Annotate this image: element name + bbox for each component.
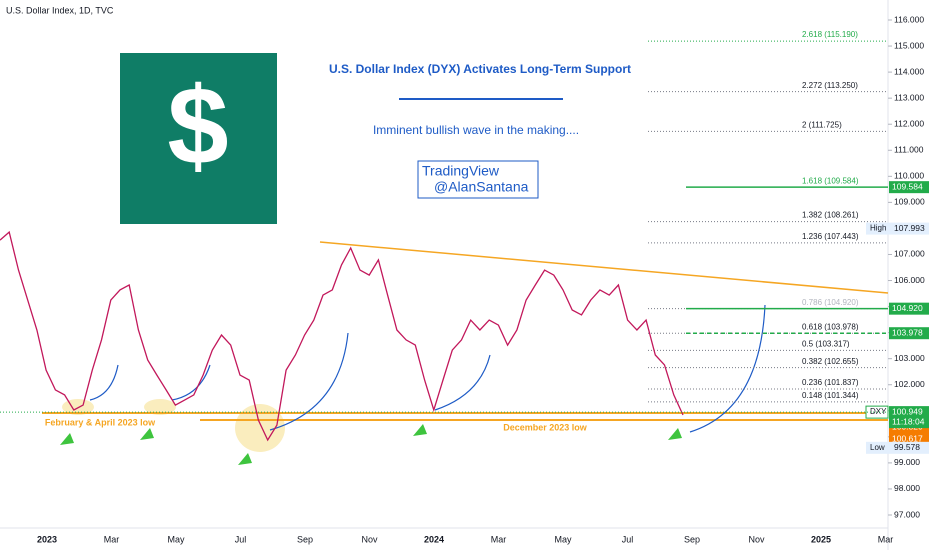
fib-label: 1.236 (107.443) bbox=[802, 232, 859, 241]
y-tick-label: 106.000 bbox=[894, 275, 925, 285]
y-tick-label: 116.000 bbox=[894, 14, 924, 24]
fib-label: 1.382 (108.261) bbox=[802, 211, 859, 220]
handle: @AlanSantana bbox=[434, 179, 529, 195]
x-tick-label: Sep bbox=[297, 534, 313, 544]
fib-label: 2.618 (115.190) bbox=[802, 30, 858, 39]
low-name: Low bbox=[870, 443, 885, 452]
high-name: High bbox=[870, 224, 886, 233]
subline: Imminent bullish wave in the making.... bbox=[373, 123, 579, 137]
fib-label: 0.618 (103.978) bbox=[802, 322, 859, 331]
x-tick-label: 2025 bbox=[811, 534, 831, 544]
x-tick-label: 2023 bbox=[37, 534, 57, 544]
arrows bbox=[89, 304, 766, 433]
fib-label: 1.618 (109.584) bbox=[802, 176, 859, 185]
price-badge-label: 104.920 bbox=[892, 303, 923, 313]
fib-label: 0.382 (102.655) bbox=[802, 357, 859, 366]
dollar-sign: $ bbox=[167, 65, 228, 188]
markers bbox=[60, 424, 682, 465]
y-tick-label: 112.000 bbox=[894, 118, 924, 128]
y-tick-label: 98.000 bbox=[894, 483, 920, 493]
price-badge bbox=[889, 181, 929, 194]
high-label: 107.993 bbox=[894, 223, 925, 233]
x-tick-label: Jul bbox=[622, 534, 634, 544]
y-tick-label: 110.000 bbox=[894, 171, 924, 181]
price-badge-label: 103.978 bbox=[892, 327, 923, 337]
fib-label: 0.236 (101.837) bbox=[802, 378, 859, 387]
y-tick-label: 107.000 bbox=[894, 249, 925, 259]
x-tick-label: Jul bbox=[235, 534, 247, 544]
price-badge-label: 100.617 bbox=[892, 433, 923, 443]
fib-label: 2.272 (113.250) bbox=[802, 81, 858, 90]
y-tick-label: 109.000 bbox=[894, 197, 925, 207]
y-tick-label: 97.000 bbox=[894, 509, 920, 519]
y-tick-label: 114.000 bbox=[894, 66, 924, 76]
highlight bbox=[144, 399, 176, 415]
headline: U.S. Dollar Index (DYX) Activates Long-T… bbox=[329, 62, 631, 76]
fib-label: 2 (111.725) bbox=[802, 120, 842, 129]
y-tick-label: 102.000 bbox=[894, 379, 925, 389]
fib-label: 0.148 (101.344) bbox=[802, 391, 859, 400]
y-tick-label: 111.000 bbox=[894, 145, 924, 155]
y-tick-label: 99.000 bbox=[894, 457, 920, 467]
low-label: 99.578 bbox=[894, 442, 920, 452]
x-tick-label: 2024 bbox=[424, 534, 444, 544]
x-tick-label: Nov bbox=[748, 534, 765, 544]
last-label: 100.949 bbox=[892, 406, 923, 416]
last-badge bbox=[889, 406, 929, 429]
y-tick-label: 115.000 bbox=[894, 40, 924, 50]
x-tick-label: Mar bbox=[491, 534, 507, 544]
price-badge bbox=[889, 327, 929, 340]
brand-box bbox=[417, 160, 539, 199]
dollar-icon bbox=[120, 53, 277, 224]
x-tick-label: Sep bbox=[684, 534, 700, 544]
x-tick-label: Mar bbox=[104, 534, 120, 544]
x-tick-label: May bbox=[554, 534, 572, 544]
brand: TradingView bbox=[422, 163, 500, 179]
fib-label: 0.5 (103.317) bbox=[802, 340, 850, 349]
annotation: February & April 2023 low bbox=[45, 417, 156, 427]
trendline bbox=[319, 241, 889, 294]
chart-title: U.S. Dollar Index, 1D, TVC bbox=[6, 5, 114, 15]
y-tick-label: 113.000 bbox=[894, 92, 924, 102]
symbol-label: DXY bbox=[870, 407, 887, 416]
fib-label: 0.786 (104.920) bbox=[802, 298, 859, 307]
price-line bbox=[0, 230, 684, 442]
price-badge-label: 109.584 bbox=[892, 181, 923, 191]
x-tick-label: Mar bbox=[878, 534, 894, 544]
high-badge bbox=[866, 222, 929, 235]
low-badge bbox=[866, 441, 929, 454]
x-tick-label: Nov bbox=[361, 534, 378, 544]
y-tick-label: 103.000 bbox=[894, 353, 925, 363]
highlight bbox=[235, 404, 285, 452]
x-tick-label: May bbox=[167, 534, 185, 544]
annotation: December 2023 low bbox=[503, 422, 588, 432]
price-badge bbox=[889, 302, 929, 315]
countdown: 11:18:04 bbox=[892, 416, 925, 426]
